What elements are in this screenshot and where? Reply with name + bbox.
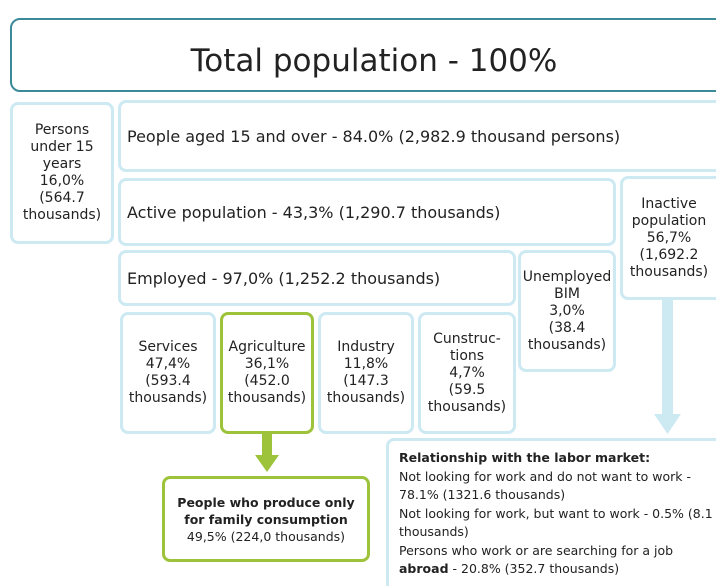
aged15-box: People aged 15 and over - 84.0% (2,982.9…: [118, 100, 716, 172]
arrow-shaft: [262, 434, 272, 456]
box-line: Persons: [34, 122, 90, 138]
box-line: Unemployed: [522, 268, 612, 285]
box-line: thousands): [227, 390, 307, 406]
box-line: thousands): [22, 207, 102, 223]
box-line: thousands): [427, 398, 507, 415]
box-line: (147.3: [343, 373, 389, 389]
relationship-item: Persons who work or are searching for a …: [399, 542, 716, 579]
unemployed-box: Unemployed BIM 3,0% (38.4 thousands): [518, 250, 616, 372]
active-text: Active population - 43,3% (1,290.7 thous…: [127, 202, 501, 222]
arrow-shaft: [662, 298, 673, 416]
item-bold: abroad: [399, 561, 449, 576]
box-line: Cunstruc-: [433, 330, 501, 347]
box-line: under 15: [30, 139, 94, 155]
sector-box: Industry 11,8% (147.3 thousands): [318, 312, 414, 434]
box-line: Services: [138, 339, 198, 355]
relationship-title: Relationship with the labor market:: [399, 450, 651, 465]
sector-box: Cunstruc-tions 4,7% (59.5 thousands): [418, 312, 516, 434]
arrow-head: [255, 455, 279, 472]
box-line: 16,0%: [39, 173, 85, 189]
box-line: 56,7%: [646, 229, 692, 246]
box-line: (564.7: [39, 190, 85, 206]
family-value: 49,5% (224,0 thousands): [186, 528, 346, 544]
employed-text: Employed - 97,0% (1,252.2 thousands): [127, 268, 441, 288]
box-line: thousands): [629, 263, 709, 280]
box-line: population: [631, 212, 707, 229]
box-line: 3,0%: [549, 302, 585, 319]
item-text: Persons who work or are searching for a …: [399, 542, 674, 558]
box-line: (593.4: [145, 373, 191, 389]
box-line: 4,7%: [449, 364, 485, 381]
family-box: People who produce only for family consu…: [162, 476, 370, 562]
box-line: 36,1%: [244, 356, 290, 372]
box-line: 11,8%: [343, 356, 389, 372]
box-line: tions: [449, 347, 485, 364]
box-line: (59.5: [448, 381, 486, 398]
box-line: thousands): [527, 336, 607, 353]
box-line: (38.4: [548, 319, 586, 336]
active-box: Active population - 43,3% (1,290.7 thous…: [118, 178, 616, 246]
arrow-head: [654, 414, 681, 434]
total-box: Total population - 100%: [10, 18, 716, 92]
box-line: 47,4%: [145, 356, 191, 372]
employed-box: Employed - 97,0% (1,252.2 thousands): [118, 250, 516, 306]
sector-box: Services 47,4% (593.4 thousands): [120, 312, 216, 434]
sector-box: Agriculture 36,1% (452.0 thousands): [220, 312, 314, 434]
box-line: thousands): [326, 390, 406, 406]
relationship-box: Relationship with the labor market: Not …: [386, 438, 716, 586]
relationship-item: Not looking for work and do not want to …: [399, 468, 691, 503]
under15-box: Persons under 15 years 16,0% (564.7 thousands…: [10, 102, 114, 244]
box-line: Agriculture: [228, 339, 306, 355]
box-line: Industry: [337, 339, 395, 355]
family-title: People who produce only for family consu…: [177, 494, 355, 527]
box-line: years: [42, 156, 82, 172]
box-line: (1,692.2: [639, 246, 699, 263]
inactive-box: Inactive population 56,7% (1,692.2 thousands…: [620, 176, 716, 300]
title: Total population - 100%: [190, 43, 558, 79]
aged15-text: People aged 15 and over - 84.0% (2,982.9…: [127, 126, 621, 146]
item-text: - 20.8% (352.7 thousands): [452, 561, 620, 576]
box-line: Inactive: [641, 195, 697, 212]
relationship-item: Not looking for work, but want to work -…: [399, 505, 713, 540]
box-line: BIM: [554, 285, 580, 302]
box-line: (452.0: [244, 373, 290, 389]
box-line: thousands): [128, 390, 208, 406]
